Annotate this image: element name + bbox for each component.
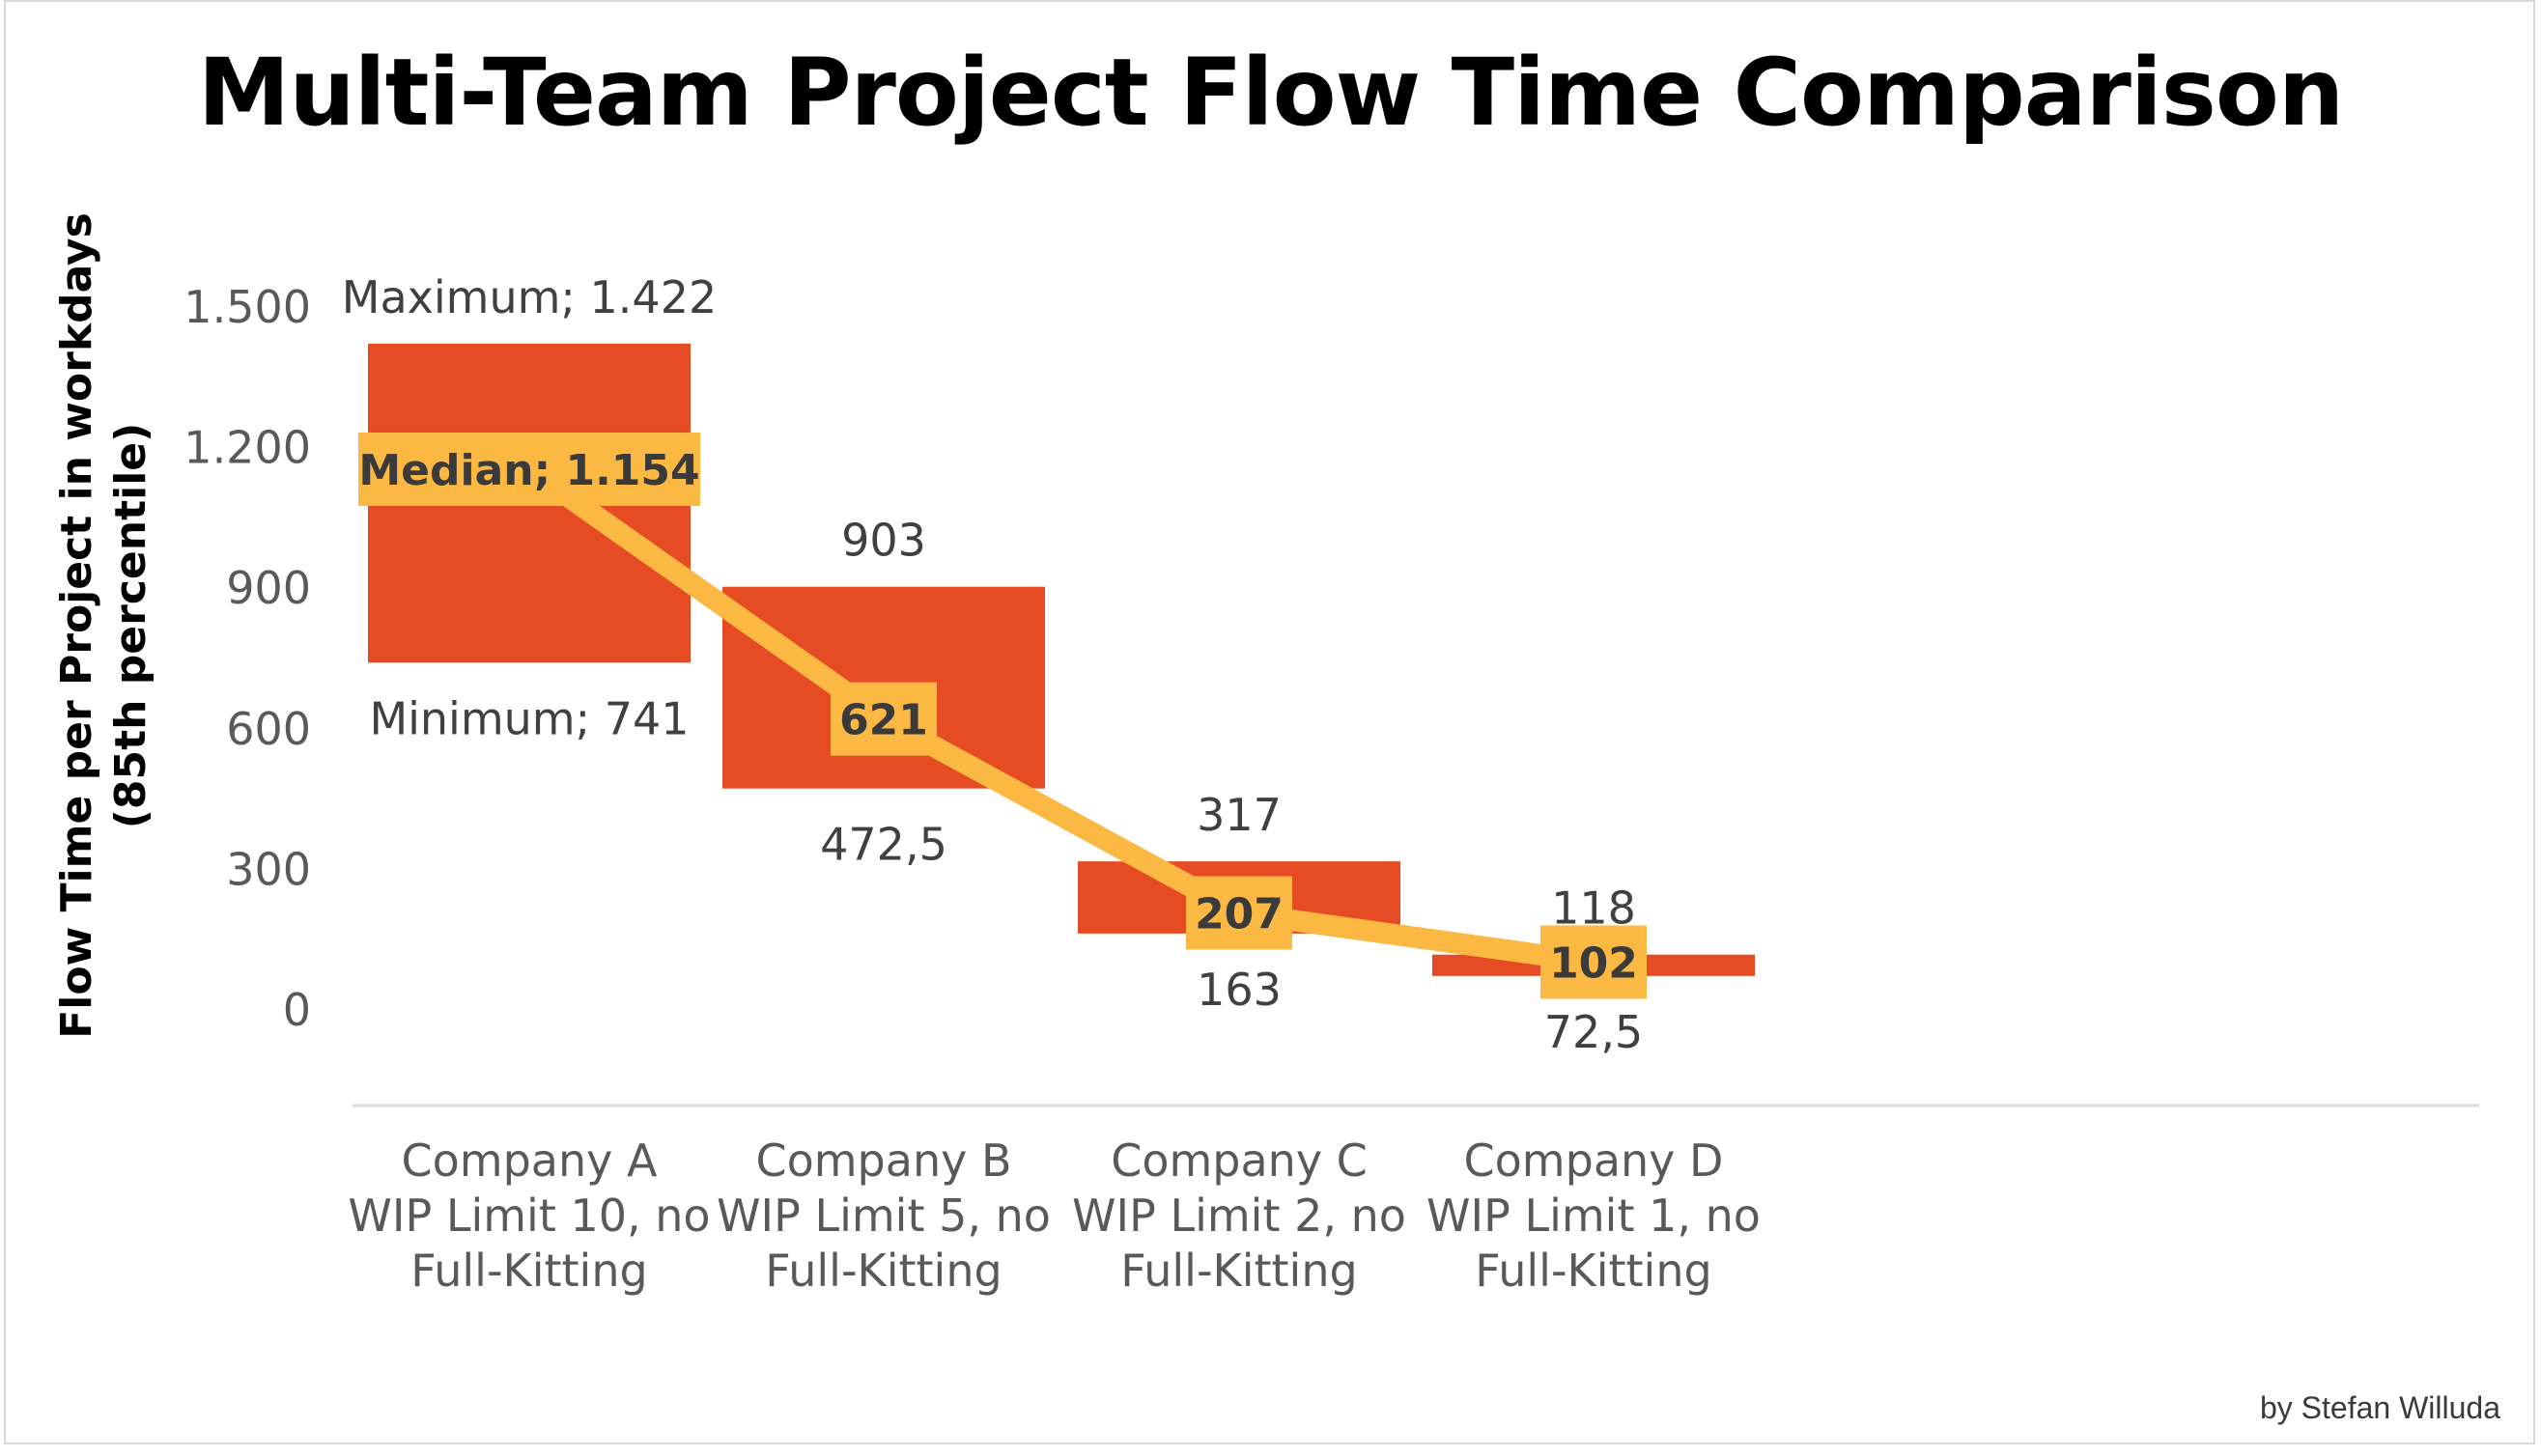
median-label: 207 xyxy=(1195,890,1284,939)
y-tick-label: 300 xyxy=(226,843,311,895)
x-tick-label: Company C xyxy=(1111,1134,1368,1187)
max-label: 903 xyxy=(841,515,926,567)
median-line xyxy=(519,458,1604,973)
x-tick-label: Full-Kitting xyxy=(410,1245,647,1297)
x-tick-label: WIP Limit 10, no xyxy=(348,1190,710,1242)
x-tick-label: Full-Kitting xyxy=(1475,1245,1711,1297)
y-tick-label: 0 xyxy=(283,984,311,1036)
x-tick-label: Company B xyxy=(755,1134,1011,1187)
y-tick-label: 1.500 xyxy=(184,281,311,333)
min-label: Minimum; 741 xyxy=(369,692,689,744)
median-series: Median; 1.154 621 207 102 xyxy=(358,432,1647,999)
x-tick-label: Company A xyxy=(402,1134,658,1187)
min-label: 163 xyxy=(1197,964,1282,1016)
x-tick-label: WIP Limit 2, no xyxy=(1072,1190,1406,1242)
median-box xyxy=(1540,925,1647,999)
x-tick-label: Company D xyxy=(1464,1134,1724,1187)
chart-frame xyxy=(4,0,2535,1444)
y-axis-title: Flow Time per Project in workdays (85th p… xyxy=(52,212,155,1039)
max-label: 317 xyxy=(1197,789,1282,841)
x-tick-label: Full-Kitting xyxy=(765,1245,1002,1297)
median-label: Median; 1.154 xyxy=(358,446,699,495)
chart-title: Multi-Team Project Flow Time Comparison xyxy=(197,39,2344,147)
x-tick-label: WIP Limit 1, no xyxy=(1426,1190,1761,1242)
y-axis-title-line-1: Flow Time per Project in workdays xyxy=(52,212,101,1039)
min-label: 472,5 xyxy=(820,819,947,871)
max-label: Maximum; 1.422 xyxy=(342,271,717,323)
y-tick-label: 900 xyxy=(226,562,311,614)
y-axis-title-line-2: (85th percentile) xyxy=(106,423,155,828)
y-tick-label: 600 xyxy=(226,703,311,755)
min-label: 72,5 xyxy=(1544,1006,1643,1058)
median-box xyxy=(358,432,700,506)
y-tick-label: 1.200 xyxy=(184,422,311,474)
author-credit: by Stefan Willuda xyxy=(2259,1390,2500,1425)
y-tick-labels: 0 300 600 900 1.200 1.500 xyxy=(184,281,311,1036)
x-tick-label: Full-Kitting xyxy=(1120,1245,1357,1297)
x-tick-label: WIP Limit 5, no xyxy=(717,1190,1051,1242)
median-label: 102 xyxy=(1549,938,1638,988)
median-box xyxy=(831,682,937,756)
median-label: 621 xyxy=(839,696,928,745)
median-box xyxy=(1186,876,1292,950)
